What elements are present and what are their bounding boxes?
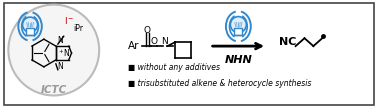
Text: N: N: [57, 62, 63, 71]
Bar: [234, 28, 242, 35]
Text: ■ without any additives: ■ without any additives: [128, 63, 220, 72]
Text: iPr: iPr: [73, 24, 84, 33]
Circle shape: [8, 5, 99, 95]
Circle shape: [23, 17, 38, 32]
Text: I$^-$: I$^-$: [64, 15, 74, 26]
Text: N: N: [161, 37, 168, 46]
Text: ICTC: ICTC: [41, 85, 67, 94]
Text: O: O: [151, 37, 158, 46]
Circle shape: [230, 17, 246, 33]
Text: $^+$N: $^+$N: [57, 47, 71, 59]
Text: NC: NC: [279, 37, 296, 47]
Text: O: O: [144, 26, 150, 35]
Text: Ar: Ar: [128, 41, 139, 51]
Text: N: N: [57, 36, 63, 45]
Text: ■ trisubstituted alkene & heterocycle synthesis: ■ trisubstituted alkene & heterocycle sy…: [128, 79, 311, 88]
Bar: [26, 28, 34, 35]
Text: NHN: NHN: [225, 55, 252, 65]
